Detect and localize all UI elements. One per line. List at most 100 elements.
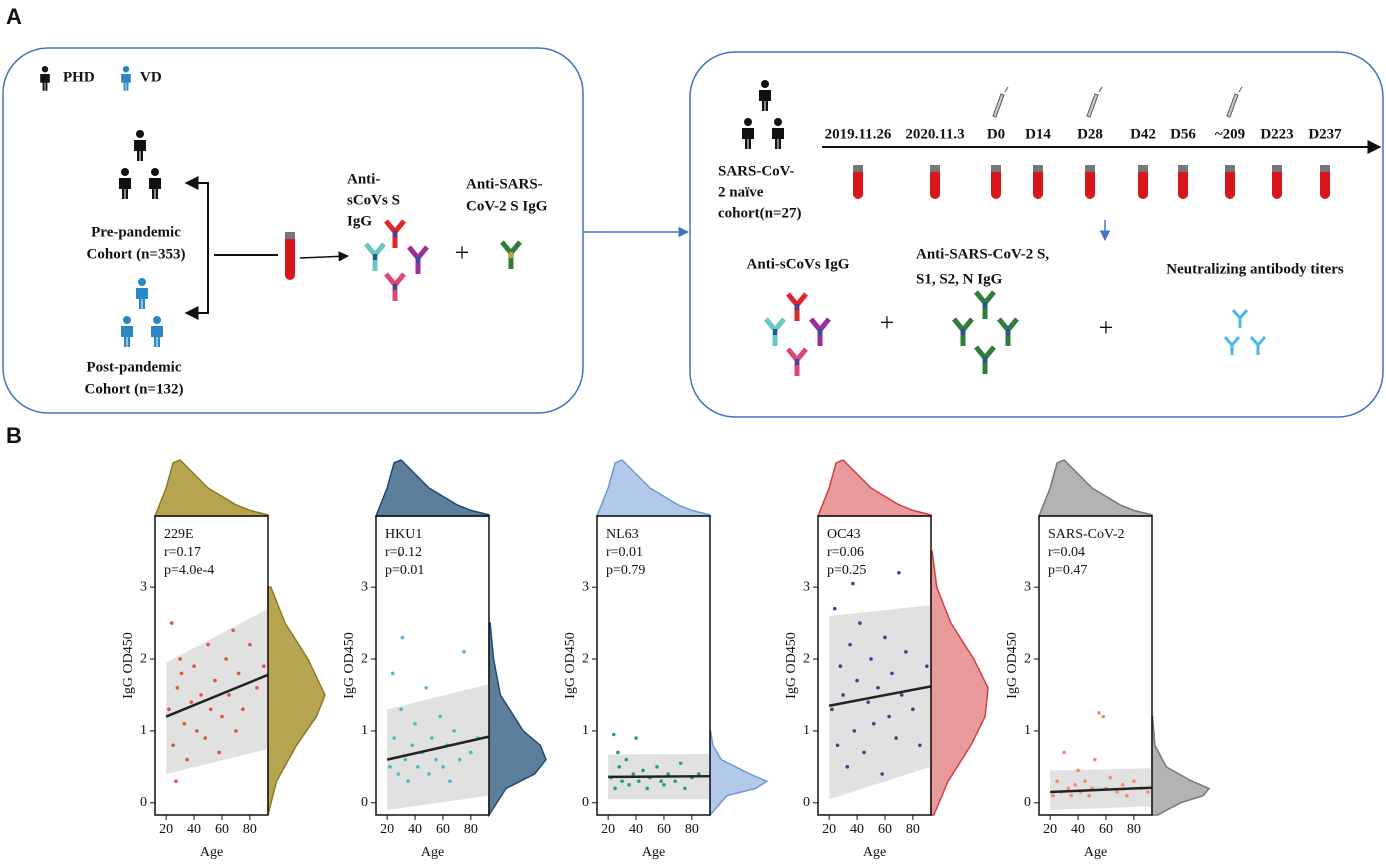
x-axis-label: Age <box>1084 845 1107 860</box>
assay-text: Anti- <box>347 171 380 187</box>
person-icon <box>151 326 163 347</box>
point <box>616 750 620 755</box>
tube <box>1320 172 1330 199</box>
stat-annotation: p=0.47 <box>1048 563 1087 578</box>
point <box>192 664 196 669</box>
point <box>388 765 392 769</box>
point <box>858 621 862 625</box>
tube-cap <box>1272 165 1282 172</box>
point <box>1146 790 1150 794</box>
fit-line <box>608 774 711 779</box>
y-tick-label: 2 <box>140 651 147 666</box>
fit-line <box>165 673 269 718</box>
left-box <box>2 47 584 414</box>
x-tick-label: 60 <box>1099 822 1113 837</box>
point <box>1101 714 1105 719</box>
point <box>217 750 221 755</box>
point <box>441 765 445 769</box>
point <box>832 606 837 611</box>
antibody-hinge <box>818 329 822 335</box>
point <box>427 772 431 776</box>
plot-frame <box>1038 515 1153 816</box>
person-icon <box>138 278 146 286</box>
point <box>890 671 894 676</box>
point <box>262 664 266 669</box>
point <box>1087 793 1092 798</box>
stat-annotation: r=0.12 <box>385 545 422 560</box>
antibody-hinge <box>393 231 397 237</box>
cohort-text: Post-pandemic <box>87 359 182 375</box>
y-tick-label: 0 <box>582 795 589 810</box>
point <box>848 642 852 647</box>
point <box>830 707 834 712</box>
point <box>255 685 259 690</box>
assay-text: CoV-2 S IgG <box>466 198 548 214</box>
point <box>683 786 687 791</box>
point <box>403 757 408 762</box>
person-icon <box>742 128 754 149</box>
stat-annotation: p=4.0e-4 <box>164 563 214 578</box>
point <box>678 761 683 766</box>
point <box>887 714 891 719</box>
tube-cap <box>1138 165 1148 172</box>
plot-frame <box>596 515 711 816</box>
tube-cap <box>930 165 940 172</box>
y-tick-label: 1 <box>582 723 589 738</box>
point <box>1076 768 1080 773</box>
assay-text: IgG <box>347 213 372 229</box>
assay-text: sCoVs S <box>347 192 400 208</box>
point <box>430 736 434 740</box>
person-icon <box>134 140 146 161</box>
tube <box>853 172 863 199</box>
x-tick-label: 40 <box>187 822 201 837</box>
antibody-hinge <box>961 329 965 335</box>
point <box>195 729 199 733</box>
right-box <box>689 51 1384 418</box>
x-axis-label: Age <box>200 845 223 860</box>
point <box>634 736 638 740</box>
y-tick-label: 1 <box>361 723 368 738</box>
y-tick-label: 3 <box>361 579 368 594</box>
person-icon <box>153 316 161 324</box>
plot-frame <box>375 515 490 816</box>
stat-annotation: p=0.79 <box>606 563 645 578</box>
point <box>416 765 420 769</box>
timeline-label: D14 <box>1025 126 1051 142</box>
timeline-label: D0 <box>987 126 1005 142</box>
point <box>469 750 473 755</box>
point <box>397 553 402 557</box>
point <box>178 657 182 661</box>
point <box>835 743 840 748</box>
cohort-text: Pre-pandemic <box>91 224 181 240</box>
x-tick-label: 20 <box>1043 822 1057 837</box>
person-icon <box>744 118 752 126</box>
plus: + <box>880 308 895 337</box>
y-density <box>930 550 989 816</box>
point <box>400 635 405 640</box>
tube <box>1138 172 1148 199</box>
point <box>845 765 850 769</box>
y-tick-label: 2 <box>582 651 589 666</box>
y-tick-label: 2 <box>361 651 368 666</box>
x-axis-label: Age <box>863 845 886 860</box>
y-tick-label: 0 <box>803 795 810 810</box>
assay-text: Anti-sCoVs IgG <box>747 256 850 272</box>
point <box>185 757 189 762</box>
point <box>841 693 845 697</box>
x-tick-label: 40 <box>850 822 864 837</box>
antibody <box>1223 336 1241 355</box>
tube-cap <box>1225 165 1235 172</box>
y-density <box>488 622 547 818</box>
person-icon <box>761 80 769 88</box>
tube-cap <box>1320 165 1330 172</box>
point <box>876 685 880 690</box>
point <box>894 736 898 740</box>
point <box>462 650 466 654</box>
x-tick-label: 40 <box>629 822 643 837</box>
cohort-text: SARS-CoV- <box>718 163 794 179</box>
point <box>918 743 922 748</box>
antibody-hinge <box>795 359 799 365</box>
point <box>1125 793 1129 798</box>
antibody-hinge <box>773 329 777 335</box>
